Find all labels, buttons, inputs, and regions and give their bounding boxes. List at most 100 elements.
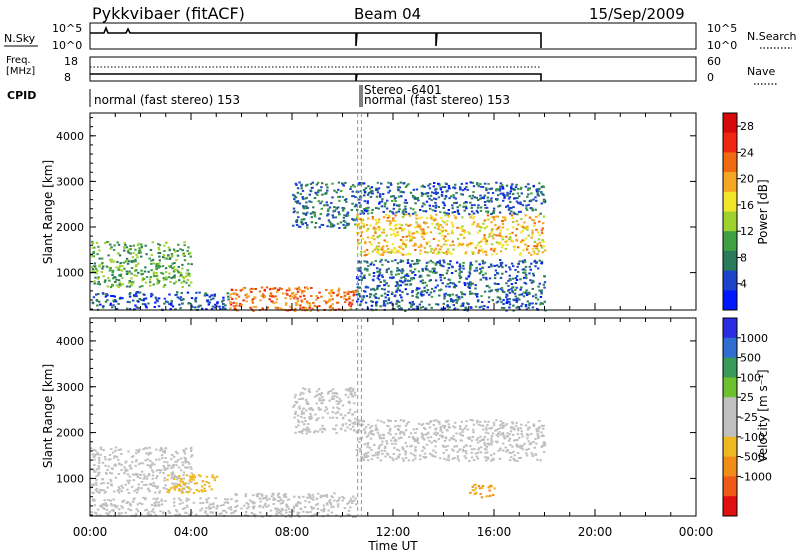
velocity-echo-cell: [502, 442, 505, 445]
power-echo-cell: [101, 262, 104, 264]
power-echo-cell: [150, 269, 153, 272]
velocity-echo-cell: [382, 433, 385, 436]
velocity-echo-cell: [375, 428, 378, 431]
power-echo-cell: [310, 201, 313, 203]
velocity-echo-cell: [178, 489, 181, 492]
power-echo-cell: [468, 268, 472, 271]
power-echo-cell: [434, 279, 438, 282]
velocity-echo-cell: [341, 423, 344, 426]
velocity-echo-cell: [135, 508, 138, 511]
velocity-echo-cell: [315, 503, 318, 506]
power-echo-cell: [454, 217, 457, 220]
power-echo-cell: [513, 212, 517, 215]
power-echo-cell: [446, 239, 449, 242]
velocity-echo-cell: [307, 389, 310, 392]
power-echo-cell: [128, 285, 131, 288]
power-echo-cell: [409, 283, 413, 286]
power-echo-cell: [449, 282, 452, 284]
power-echo-cell: [322, 204, 326, 207]
power-echo-cell: [497, 227, 500, 230]
velocity-echo-cell: [181, 464, 185, 467]
power-colorbar-swatch: [723, 270, 737, 291]
velocity-echo-cell: [312, 496, 315, 499]
power-echo-cell: [395, 289, 398, 292]
power-echo-cell: [438, 232, 441, 235]
power-echo-cell: [434, 209, 437, 212]
velocity-echo-cell: [154, 505, 157, 507]
velocity-echo-cell: [118, 488, 121, 491]
velocity-echo-cell: [180, 485, 183, 488]
power-echo-cell: [303, 218, 306, 221]
velocity-echo-cell: [286, 498, 290, 501]
power-echo-cell: [157, 243, 160, 246]
power-echo-cell: [492, 209, 496, 212]
velocity-echo-cell: [393, 440, 397, 443]
velocity-ytick-label: 3000: [56, 381, 84, 394]
power-echo-cell: [427, 226, 430, 229]
velocity-echo-cell: [510, 427, 513, 430]
power-echo-cell: [390, 195, 393, 198]
velocity-echo-cell: [542, 441, 546, 444]
power-echo-cell: [527, 306, 530, 309]
power-echo-cell: [122, 261, 125, 264]
velocity-echo-cell: [336, 406, 339, 409]
power-echo-cell: [404, 186, 408, 188]
power-echo-cell: [363, 209, 367, 212]
velocity-echo-cell: [448, 426, 451, 429]
power-echo-cell: [345, 198, 348, 201]
power-echo-cell: [421, 268, 424, 271]
power-echo-cell: [415, 288, 418, 291]
power-echo-cell: [177, 265, 180, 268]
velocity-echo-cell: [101, 461, 105, 464]
power-echo-cell: [354, 203, 358, 206]
velocity-echo-cell: [191, 454, 194, 457]
power-echo-cell: [387, 298, 390, 301]
velocity-echo-cell: [123, 466, 126, 469]
power-echo-cell: [164, 267, 168, 270]
velocity-echo-cell: [389, 456, 392, 459]
power-echo-cell: [501, 186, 504, 189]
power-echo-cell: [501, 289, 504, 292]
power-echo-cell: [410, 305, 413, 308]
power-echo-cell: [504, 218, 507, 221]
velocity-echo-cell: [439, 457, 442, 460]
power-echo-cell: [132, 294, 136, 297]
power-echo-cell: [378, 218, 381, 221]
velocity-echo-cell: [113, 463, 117, 466]
power-echo-cell: [382, 216, 386, 219]
power-echo-cell: [516, 297, 520, 300]
velocity-echo-cell: [477, 447, 481, 450]
power-echo-cell: [363, 190, 367, 193]
power-echo-cell: [101, 292, 105, 295]
power-echo-cell: [425, 192, 429, 195]
velocity-echo-cell: [520, 433, 523, 435]
velocity-echo-cell: [316, 430, 320, 433]
power-echo-cell: [347, 222, 351, 225]
velocity-echo-cell: [415, 428, 419, 430]
power-echo-cell: [271, 295, 274, 298]
velocity-echo-cell: [294, 413, 297, 415]
velocity-echo-cell: [271, 492, 274, 495]
power-echo-cell: [518, 253, 522, 256]
power-echo-cell: [113, 299, 117, 301]
power-colorbar-tick-label: 8: [740, 251, 747, 264]
power-echo-cell: [150, 253, 153, 256]
velocity-echo-cell: [143, 475, 147, 478]
velocity-echo-cell: [282, 500, 285, 502]
power-echo-cell: [417, 199, 420, 202]
power-echo-cell: [175, 268, 179, 271]
power-echo-cell: [406, 259, 410, 261]
power-echo-cell: [465, 186, 468, 188]
velocity-echo-cell: [485, 445, 488, 448]
power-echo-cell: [367, 227, 370, 230]
power-echo-cell: [498, 232, 502, 235]
velocity-echo-cell: [129, 509, 133, 512]
power-echo-cell: [163, 302, 166, 305]
power-echo-cell: [422, 293, 425, 296]
power-echo-cell: [380, 294, 384, 297]
power-echo-cell: [296, 288, 299, 291]
velocity-echo-cell: [484, 431, 488, 434]
power-echo-cell: [491, 253, 494, 256]
power-echo-cell: [421, 290, 424, 293]
velocity-echo-cell: [485, 456, 488, 459]
